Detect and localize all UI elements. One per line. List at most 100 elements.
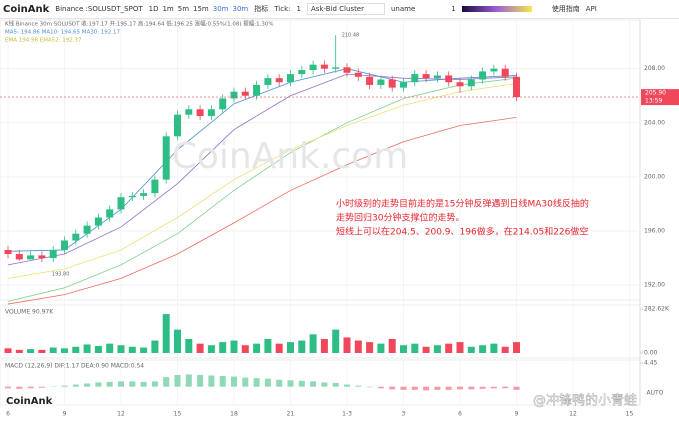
volume-bar [275, 343, 283, 353]
candle-body [366, 76, 374, 85]
last-price-box [641, 89, 679, 106]
candle-body [388, 79, 396, 88]
volume-bar [287, 342, 294, 353]
low-label: 193.80 [52, 272, 70, 278]
candle-body [230, 91, 238, 99]
note: 走势回归30分钟支撑位的走势。 [336, 212, 464, 224]
macd-bar [197, 374, 204, 387]
macd-bar [185, 374, 192, 387]
volume-bar [106, 343, 114, 353]
macd-bar [310, 381, 317, 387]
candle-body [106, 209, 114, 218]
footer-logo: CoinAnk [6, 396, 53, 407]
macd-bar [366, 386, 373, 388]
volume-bar [343, 337, 351, 353]
api[interactable]: API [585, 5, 597, 13]
user[interactable]: uname [391, 5, 416, 13]
high-label: 210.48 [342, 33, 360, 39]
volume-bar [354, 340, 362, 353]
candle-body [377, 79, 385, 85]
timeframes: 1D 1m 5m 15m 30m 30m [149, 5, 249, 13]
x-tick-label: 9 [63, 411, 67, 418]
symbol[interactable]: Binance :SOLUSDT_SPOT [55, 5, 143, 13]
timeframe[interactable]: 30m [232, 5, 249, 13]
macd-bar [276, 379, 283, 387]
candle-body [343, 67, 351, 73]
macd-bar [118, 381, 124, 387]
candle-body [433, 75, 441, 79]
candle-body [83, 225, 91, 234]
x-tick-label: 12 [569, 411, 577, 418]
mode[interactable]: Ask-Bid Cluster [306, 3, 385, 15]
volume-bar [27, 349, 35, 353]
candle-body [49, 249, 57, 259]
auto[interactable]: AUTO [647, 390, 664, 397]
tick-value[interactable]: 1 [296, 5, 301, 13]
macd-bar [95, 382, 102, 387]
y-tick-label: 4.45 [644, 360, 658, 367]
x-tick-label: 21 [287, 411, 295, 418]
volume-bar [196, 343, 204, 353]
macd-bar [355, 385, 362, 387]
guide[interactable]: 使用指南 [551, 5, 580, 13]
x-tick-label: 15 [174, 411, 182, 418]
y-tick-label: 196.00 [644, 228, 665, 235]
volume-bar [264, 338, 272, 353]
macd-bar [106, 381, 113, 387]
candle-body [241, 91, 249, 96]
indicators[interactable]: 指标 [254, 5, 269, 13]
logo[interactable]: CoinAnk [3, 3, 50, 15]
candle-body [72, 233, 80, 241]
candle-body [422, 74, 430, 79]
watermark: CoinAnk.com [172, 136, 409, 177]
ma-line [7, 68, 517, 252]
x-tick-label: 6 [6, 411, 10, 418]
info-ema: EMA 194.98 EMA52: 192.37 [5, 38, 82, 44]
volume-bar [140, 347, 148, 353]
volume-bar [230, 340, 238, 353]
volume-bar [366, 342, 374, 353]
y-tick-label: 282.62K [644, 306, 670, 313]
volume-bar [309, 334, 317, 353]
volume-bar [162, 314, 170, 353]
x-tick-label: 18 [230, 411, 238, 418]
macd-bar [231, 376, 237, 387]
macd-bar [61, 385, 68, 387]
volume-bar [422, 346, 430, 353]
timeframe[interactable]: 1m [162, 5, 174, 13]
volume-title: VOLUME 90.97K [5, 309, 54, 316]
macd-bar [513, 386, 520, 390]
candle-body [287, 74, 294, 83]
volume-bar [128, 346, 136, 353]
candle-body [207, 109, 215, 117]
macd-bar [423, 386, 430, 391]
volume-bar [219, 342, 227, 353]
timeframe[interactable]: 30m [212, 5, 229, 13]
volume-bar [241, 345, 249, 353]
macd-bar [434, 386, 441, 390]
volume-bar [433, 345, 441, 353]
gradient[interactable] [461, 6, 532, 12]
volume-bar [501, 346, 509, 353]
macd-bar [38, 386, 45, 388]
count[interactable]: 1 [451, 5, 456, 13]
macd-bar [445, 386, 452, 390]
volume-bar [411, 343, 419, 353]
candle-body [27, 255, 35, 260]
volume-bar [400, 345, 407, 353]
macd-bar [27, 386, 34, 389]
volume-bar [151, 340, 159, 353]
timeframe[interactable]: 5m [177, 5, 190, 13]
timeframe[interactable]: 15m [193, 5, 209, 13]
macd-bar [174, 374, 181, 387]
macd-bar [140, 381, 147, 387]
macd-bar [242, 377, 249, 387]
volume-bar [174, 329, 181, 353]
candle-body [332, 67, 340, 69]
macd-bar [208, 375, 215, 387]
candle-body [467, 79, 475, 87]
timeframe[interactable]: 1D [148, 5, 159, 13]
candle-body [400, 82, 407, 88]
volume-bar [61, 348, 68, 353]
